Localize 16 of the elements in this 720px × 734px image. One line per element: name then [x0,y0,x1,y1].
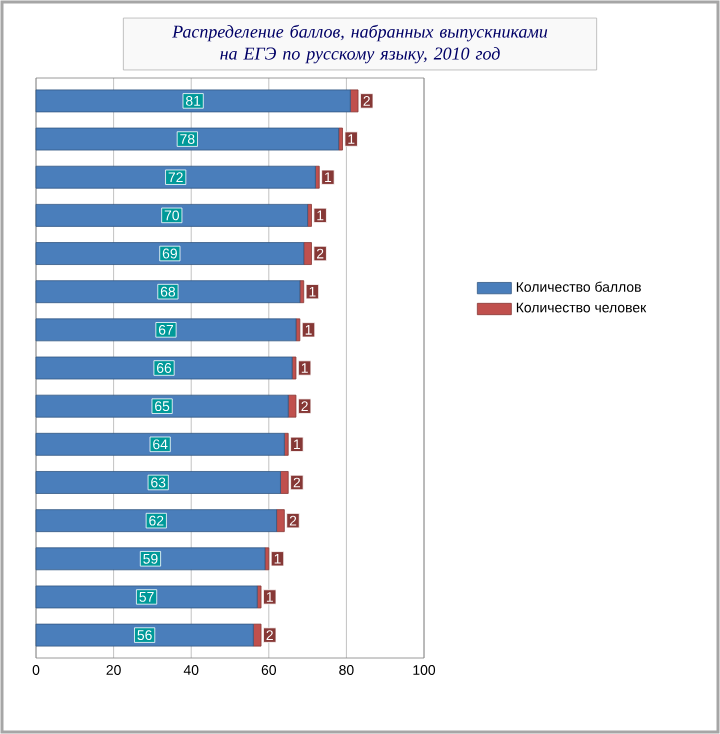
bar [35,356,293,380]
bar [35,471,281,494]
bar [35,509,277,533]
bar [35,432,285,456]
bar [35,318,297,342]
bar [35,547,266,571]
bar [35,127,340,151]
bar [35,394,289,418]
bar [35,242,305,265]
bar [35,280,301,304]
bar [35,585,258,609]
bar [35,165,316,189]
chart-title: Распределение баллов, набранных выпускниками на ЕГЭ по русскому языку, 2010 год [172,24,548,64]
bar [35,623,254,647]
bar [35,89,351,113]
bar [35,203,308,227]
